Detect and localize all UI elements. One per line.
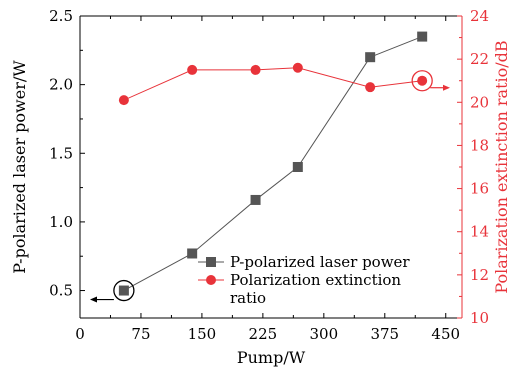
y-right-tick-label: 18 bbox=[470, 136, 489, 154]
x-tick-label: 0 bbox=[75, 325, 85, 343]
legend-marker-circle bbox=[206, 275, 216, 285]
axis-arrowhead bbox=[443, 84, 450, 91]
x-tick-label: 450 bbox=[431, 325, 460, 343]
x-tick-label: 375 bbox=[370, 325, 399, 343]
axis-arrowhead bbox=[90, 296, 97, 303]
data-point-square bbox=[118, 285, 129, 296]
data-point-circle bbox=[250, 64, 261, 75]
highlight-circle bbox=[113, 279, 135, 302]
y-left-tick-label: 1.0 bbox=[49, 213, 73, 231]
y-left-tick-label: 2.0 bbox=[49, 76, 73, 94]
data-point-circle bbox=[292, 62, 303, 73]
x-tick-label: 300 bbox=[310, 325, 339, 343]
y-left-tick-label: 0.5 bbox=[49, 282, 73, 300]
data-point-circle bbox=[365, 82, 376, 93]
y-left-tick-label: 1.5 bbox=[49, 144, 73, 162]
highlight-circle bbox=[411, 70, 433, 92]
y-right-tick-label: 20 bbox=[470, 93, 489, 111]
legend-label: P-polarized laser power bbox=[230, 253, 410, 271]
y-right-tick-label: 14 bbox=[470, 223, 489, 241]
x-axis-title: Pump/W bbox=[237, 348, 306, 367]
series-line-extinction bbox=[123, 67, 423, 101]
y-right-tick-label: 10 bbox=[470, 309, 489, 327]
x-tick-label: 150 bbox=[188, 325, 217, 343]
y-right-axis-title: Polarization extinction ratio/dB bbox=[492, 40, 511, 293]
legend-marker-square bbox=[206, 257, 216, 267]
x-tick-label: 225 bbox=[249, 325, 278, 343]
x-tick-label: 75 bbox=[131, 325, 150, 343]
y-right-tick-label: 16 bbox=[470, 180, 489, 198]
legend-label: ratio bbox=[230, 289, 266, 307]
data-point-square bbox=[187, 248, 198, 259]
data-point-square bbox=[417, 31, 428, 42]
data-point-circle bbox=[118, 95, 129, 106]
plot-layer: 0 75 150 225 300 375 450 0.5 1.0 1.5 2.0 2.5 10 12 14 1… bbox=[10, 7, 511, 367]
y-right-tick-label: 22 bbox=[470, 50, 489, 68]
data-point-circle bbox=[187, 64, 198, 75]
data-point-circle bbox=[417, 75, 428, 86]
legend-label: Polarization extinction bbox=[230, 271, 401, 289]
data-point-square bbox=[250, 194, 261, 205]
series-line-power bbox=[123, 36, 423, 291]
y-left-axis-title: P-polarized laser power/W bbox=[10, 60, 29, 274]
y-left-tick-label: 2.5 bbox=[49, 7, 73, 25]
y-right-tick-label: 12 bbox=[470, 266, 489, 284]
y-right-tick-label: 24 bbox=[470, 7, 489, 25]
data-point-square bbox=[292, 162, 303, 172]
data-point-square bbox=[365, 52, 376, 63]
